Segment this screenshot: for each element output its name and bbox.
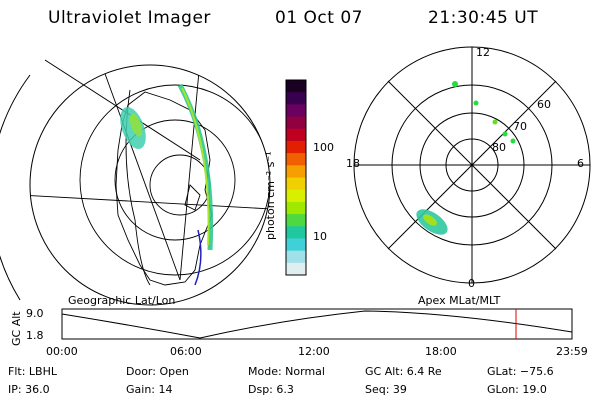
mlt-label-12: 12: [476, 46, 490, 59]
colorbar-segment: [286, 250, 306, 264]
colorbar-segment: [286, 104, 306, 118]
lat-label-80: 80: [492, 141, 506, 154]
orbit-right-title: Apex MLat/MLT: [418, 294, 501, 307]
dsp-info: Dsp: 6.3: [248, 383, 294, 396]
colorbar-tick-10: 10: [313, 230, 327, 243]
colorbar-segment: [286, 153, 306, 166]
date-label: 01 Oct 07: [275, 8, 363, 28]
time-label: 21:30:45 UT: [428, 8, 539, 28]
mode-info: Mode: Normal: [248, 365, 325, 378]
colorbar-segment: [286, 128, 306, 142]
orbit-y-tick-9: 9.0: [26, 307, 44, 320]
mlt-label-6: 6: [577, 157, 584, 170]
colorbar-segment: [286, 226, 306, 239]
colorbar-segment: [286, 214, 306, 227]
colorbar-segment: [286, 238, 306, 252]
colorbar-tick-100: 100: [313, 141, 334, 154]
colorbar-segment: [286, 92, 306, 105]
gc-alt-info: GC Alt: 6.4 Re: [365, 365, 442, 378]
colorbar-segment: [286, 80, 306, 93]
lat-label-60: 60: [537, 98, 551, 111]
colorbar-segment: [286, 116, 306, 130]
orbit-x-tick-4: 23:59: [556, 345, 588, 358]
mlt-label-18: 18: [346, 157, 360, 170]
orbit-x-tick-2: 12:00: [298, 345, 330, 358]
glon-info: GLon: 19.0: [487, 383, 547, 396]
orbit-x-tick-1: 06:00: [170, 345, 202, 358]
colorbar-segment: [286, 165, 306, 178]
glat-info: GLat: −75.6: [487, 365, 554, 378]
door-info: Door: Open: [126, 365, 189, 378]
orbit-left-title: Geographic Lat/Lon: [68, 294, 176, 307]
orbit-x-tick-3: 18:00: [425, 345, 457, 358]
colorbar-segment: [286, 177, 306, 191]
mlt-label-0: 0: [468, 277, 475, 290]
gain-info: Gain: 14: [126, 383, 173, 396]
orbit-x-tick-0: 00:00: [46, 345, 78, 358]
colorbar-segment: [286, 140, 306, 154]
lat-label-70: 70: [513, 120, 527, 133]
filter-info: Flt: LBHL: [8, 365, 57, 378]
instrument-title: Ultraviolet Imager: [48, 8, 211, 28]
colorbar-segment: [286, 262, 306, 276]
ip-info: IP: 36.0: [8, 383, 50, 396]
orbit-y-tick-1: 1.8: [26, 329, 44, 342]
seq-info: Seq: 39: [365, 383, 407, 396]
colorbar-segment: [286, 189, 306, 203]
colorbar-segment: [286, 201, 306, 215]
